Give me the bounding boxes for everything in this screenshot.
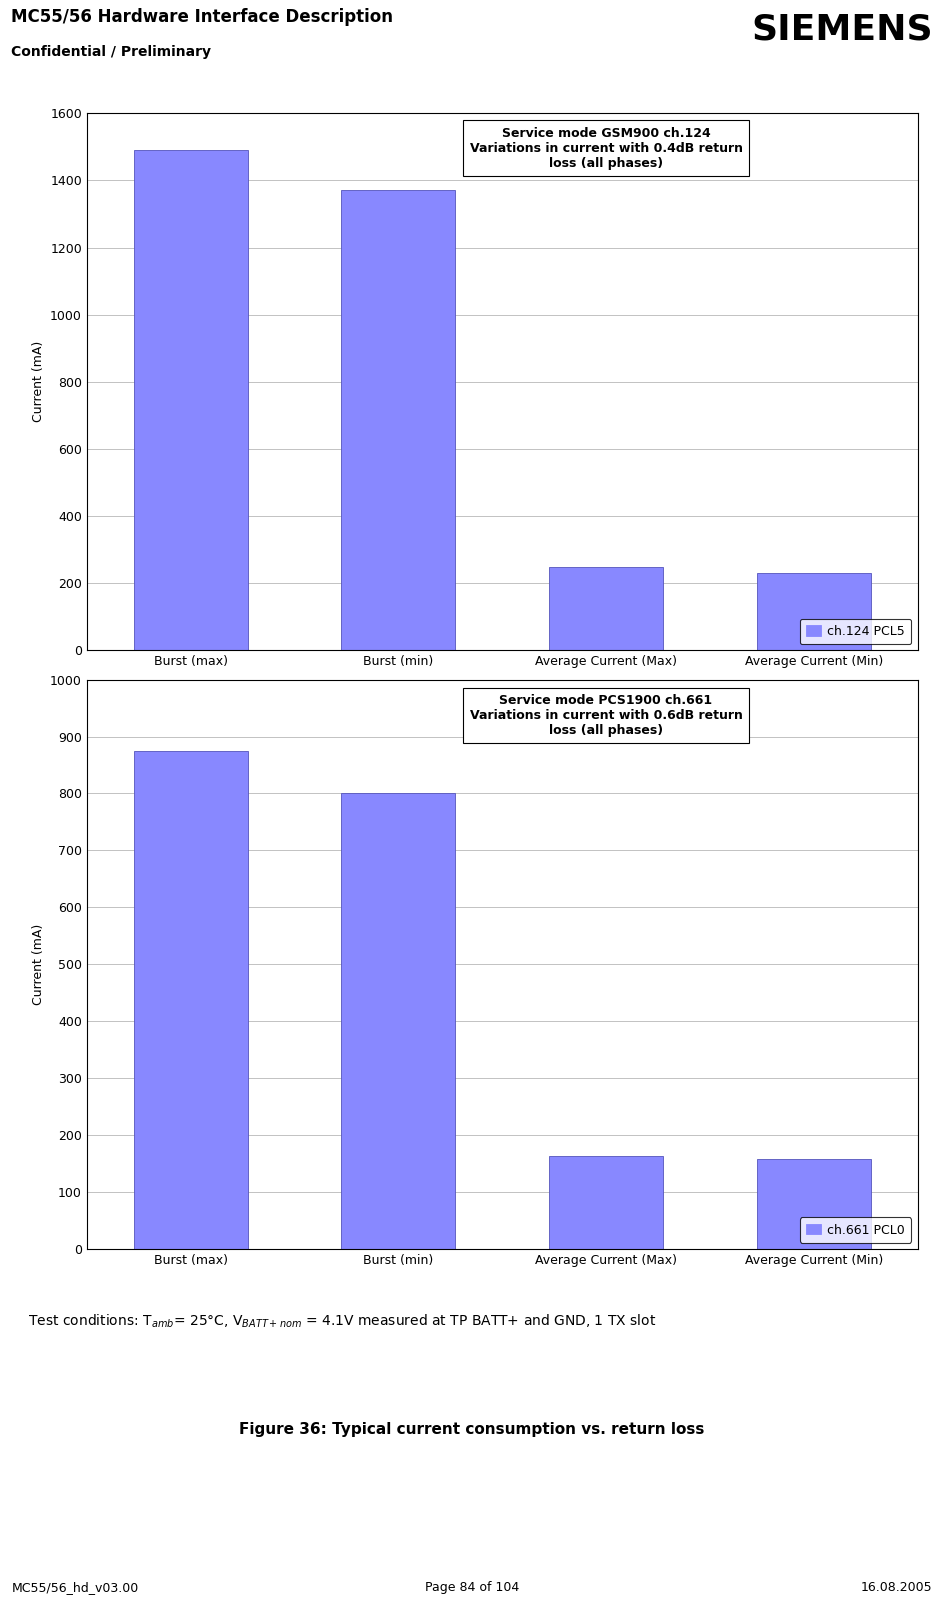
Y-axis label: Current (mA): Current (mA) [31,341,44,422]
Text: Service mode GSM900 ch.124
Variations in current with 0.4dB return
loss (all pha: Service mode GSM900 ch.124 Variations in… [469,126,743,170]
Text: Confidential / Preliminary: Confidential / Preliminary [11,45,211,58]
Text: MC55/56_hd_v03.00: MC55/56_hd_v03.00 [11,1581,139,1594]
Bar [549,1157,664,1249]
Text: Page 84 of 104: Page 84 of 104 [425,1581,519,1594]
Bar [133,150,247,650]
Y-axis label: Current (mA): Current (mA) [31,924,44,1005]
Bar [757,573,870,650]
Text: Service mode PCS1900 ch.661
Variations in current with 0.6dB return
loss (all ph: Service mode PCS1900 ch.661 Variations i… [469,694,743,736]
Bar [549,566,664,650]
Bar [757,1158,870,1249]
Bar [133,751,247,1249]
Text: 16.08.2005: 16.08.2005 [861,1581,933,1594]
Bar [342,191,455,650]
Text: SIEMENS: SIEMENS [751,13,933,47]
Bar [342,793,455,1249]
Legend: ch.661 PCL0: ch.661 PCL0 [800,1217,911,1243]
Text: Test conditions: T$_{amb}$= 25°C, V$_{BATT+ nom}$ = 4.1V measured at TP BATT+ an: Test conditions: T$_{amb}$= 25°C, V$_{BA… [28,1312,657,1330]
Legend: ch.124 PCL5: ch.124 PCL5 [800,618,911,644]
Text: MC55/56 Hardware Interface Description: MC55/56 Hardware Interface Description [11,8,394,26]
Text: Figure 36: Typical current consumption vs. return loss: Figure 36: Typical current consumption v… [240,1422,704,1437]
